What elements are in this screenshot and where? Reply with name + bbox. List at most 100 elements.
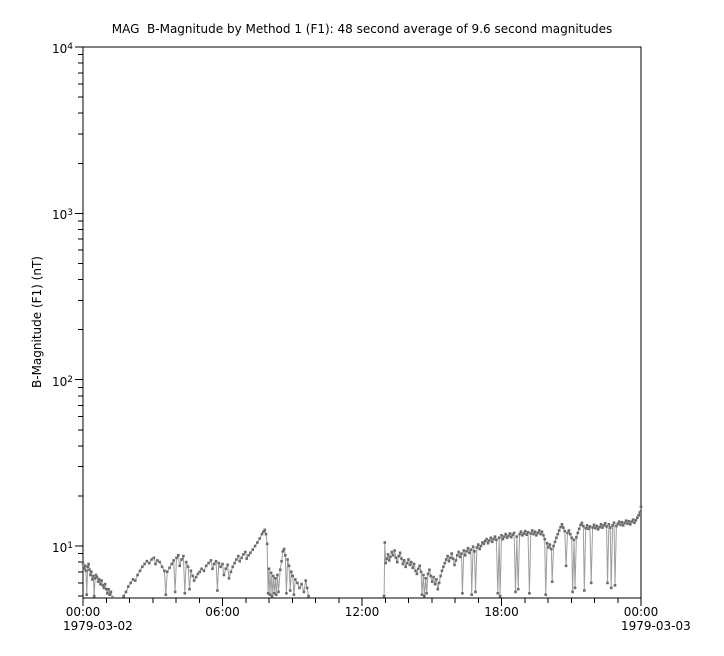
- data-point-marker: [496, 592, 500, 595]
- data-point-marker: [598, 525, 601, 529]
- data-point-marker: [430, 580, 434, 583]
- data-point-marker: [475, 546, 479, 549]
- data-point-marker: [532, 532, 535, 536]
- data-point-marker: [274, 577, 277, 580]
- data-point-marker: [606, 581, 609, 585]
- data-point-marker: [304, 579, 307, 582]
- data-point-marker: [490, 540, 494, 544]
- data-point-marker: [612, 521, 616, 525]
- data-point-marker: [446, 554, 449, 558]
- data-point-marker: [398, 551, 402, 555]
- data-point-marker: [637, 514, 640, 517]
- data-point-marker: [401, 562, 405, 566]
- data-point-marker: [280, 559, 283, 563]
- data-point-marker: [124, 590, 128, 594]
- data-point-marker: [204, 564, 208, 568]
- data-point-marker: [105, 587, 108, 591]
- data-point-marker: [158, 560, 161, 564]
- chart-title: MAG B-Magnitude by Method 1 (F1): 48 sec…: [111, 22, 613, 36]
- data-point-marker: [562, 526, 565, 529]
- data-point-marker: [96, 580, 100, 583]
- data-point-marker: [449, 556, 452, 560]
- data-point-marker: [418, 564, 421, 568]
- data-point-marker: [423, 594, 426, 598]
- data-point-marker: [178, 564, 181, 568]
- data-point-marker: [403, 559, 406, 562]
- data-point-marker: [457, 550, 460, 554]
- data-point-marker: [453, 563, 456, 567]
- data-point-marker: [102, 586, 106, 590]
- data-point-marker: [540, 530, 544, 533]
- data-point-marker: [463, 554, 467, 557]
- data-point-marker: [412, 562, 416, 566]
- data-point-marker: [636, 516, 639, 519]
- data-point-marker: [198, 570, 201, 574]
- data-point-marker: [191, 574, 194, 578]
- data-point-marker: [266, 592, 270, 595]
- x-axis-tick-label: 00:00: [623, 605, 659, 619]
- data-point-marker: [460, 552, 463, 555]
- data-point-marker: [286, 558, 289, 561]
- data-point-marker: [639, 505, 643, 509]
- x-axis-tick-label: 00:00: [65, 605, 101, 619]
- data-point-marker: [589, 581, 593, 585]
- x-axis-tick-label: 18:00: [484, 605, 519, 619]
- data-point-marker: [226, 563, 229, 567]
- data-point-marker: [307, 594, 310, 598]
- data-point-marker: [224, 567, 228, 571]
- data-point-marker: [288, 589, 292, 592]
- data-point-marker: [263, 528, 267, 532]
- data-point-marker: [594, 526, 597, 530]
- data-point-marker: [281, 550, 285, 553]
- data-point-marker: [148, 561, 151, 565]
- data-point-marker: [563, 529, 566, 533]
- data-point-marker: [526, 531, 530, 534]
- data-point-marker: [163, 569, 166, 573]
- data-point-marker: [410, 560, 413, 564]
- data-point-marker: [444, 558, 448, 561]
- data-point-marker: [425, 592, 428, 595]
- data-point-marker: [245, 557, 248, 560]
- data-point-marker: [609, 526, 612, 529]
- data-point-marker: [591, 526, 594, 529]
- data-point-marker: [391, 554, 395, 557]
- data-point-marker: [143, 562, 146, 566]
- data-point-marker: [229, 570, 233, 574]
- data-point-marker: [194, 575, 198, 579]
- data-point-marker: [436, 587, 440, 591]
- data-point-marker: [221, 562, 224, 566]
- data-point-marker: [433, 582, 437, 586]
- data-point-marker: [177, 554, 180, 557]
- data-point-marker: [292, 593, 296, 596]
- y-axis-tick-label: 101: [51, 541, 73, 556]
- data-point-marker: [82, 567, 86, 571]
- data-point-marker: [518, 532, 521, 536]
- data-point-marker: [136, 573, 139, 577]
- data-point-marker: [91, 578, 94, 581]
- data-point-marker: [84, 569, 88, 573]
- data-point-marker: [235, 558, 238, 561]
- data-point-marker: [585, 524, 589, 527]
- data-point-marker: [493, 535, 497, 538]
- data-point-marker: [170, 562, 174, 566]
- data-series-line: [123, 528, 309, 597]
- data-point-marker: [247, 554, 250, 557]
- data-point-marker: [265, 542, 269, 546]
- x-axis-tick-label: 06:00: [205, 605, 240, 619]
- data-point-marker: [202, 569, 206, 573]
- data-point-marker: [601, 526, 604, 529]
- data-point-marker: [302, 590, 306, 594]
- data-point-marker: [417, 567, 420, 571]
- data-point-marker: [616, 522, 620, 526]
- data-point-marker: [516, 587, 520, 591]
- data-point-marker: [514, 590, 517, 594]
- data-point-marker: [450, 552, 453, 555]
- data-point-marker: [479, 544, 483, 548]
- data-point-marker: [85, 593, 88, 596]
- data-point-marker: [231, 565, 234, 569]
- data-point-marker: [550, 547, 553, 551]
- data-point-marker: [287, 564, 291, 568]
- data-point-marker: [569, 532, 572, 536]
- data-point-marker: [141, 565, 144, 569]
